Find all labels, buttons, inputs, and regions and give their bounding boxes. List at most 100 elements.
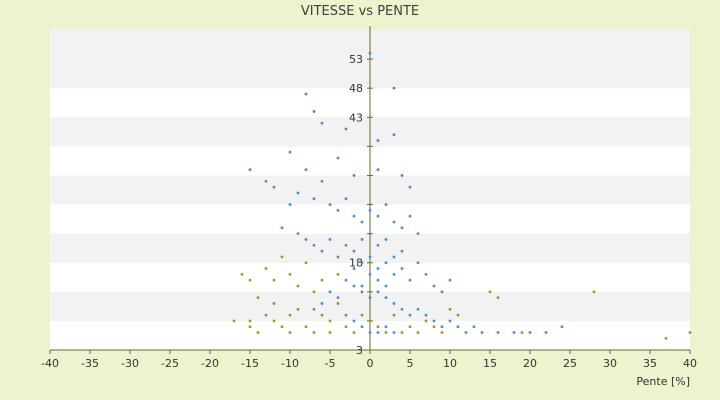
- point-secondary: [328, 331, 332, 334]
- point-secondary: [520, 331, 524, 334]
- point-main: [448, 278, 452, 282]
- point-main: [288, 203, 292, 206]
- point-main: [360, 238, 364, 241]
- point-main: [368, 331, 372, 334]
- point-main: [392, 86, 396, 90]
- y-ticks: 3 18 43 48 53: [349, 53, 373, 357]
- point-main: [352, 214, 356, 218]
- point-secondary: [352, 331, 356, 334]
- point-main: [384, 296, 388, 300]
- point-main: [376, 331, 380, 334]
- point-main: [336, 296, 340, 300]
- point-main: [512, 331, 516, 334]
- point-main: [304, 238, 308, 241]
- point-main: [352, 174, 356, 177]
- point-main: [368, 232, 372, 236]
- point-secondary: [360, 313, 364, 317]
- point-main: [384, 238, 388, 241]
- point-main: [440, 290, 444, 294]
- point-main: [320, 249, 324, 253]
- point-main: [400, 226, 404, 230]
- point-main: [264, 179, 268, 183]
- point-secondary: [272, 319, 276, 323]
- point-secondary: [688, 331, 692, 334]
- point-secondary: [344, 325, 348, 329]
- point-main: [352, 319, 356, 323]
- point-secondary: [304, 325, 308, 329]
- point-main: [328, 203, 332, 206]
- point-main: [464, 331, 468, 334]
- point-main: [344, 127, 348, 131]
- point-main: [328, 290, 332, 294]
- point-main: [544, 331, 548, 334]
- point-main: [400, 267, 404, 270]
- point-secondary: [256, 296, 260, 300]
- point-main: [352, 249, 356, 253]
- point-main: [344, 197, 348, 201]
- point-secondary: [280, 255, 284, 259]
- point-main: [248, 168, 252, 172]
- point-secondary: [336, 272, 340, 276]
- point-main: [296, 232, 300, 236]
- point-main: [384, 284, 388, 288]
- point-main: [320, 302, 324, 305]
- point-secondary: [320, 278, 324, 282]
- point-main: [360, 284, 364, 288]
- point-main: [360, 325, 364, 329]
- point-main: [408, 278, 412, 282]
- y-tick-label: 48: [349, 82, 363, 95]
- point-main: [400, 174, 404, 177]
- point-main: [376, 290, 380, 294]
- point-main: [424, 313, 428, 317]
- point-main: [368, 296, 372, 300]
- point-main: [328, 238, 332, 241]
- point-secondary: [272, 302, 276, 305]
- x-tick-label: 30: [603, 357, 617, 370]
- point-main: [384, 261, 388, 265]
- point-main: [368, 272, 372, 276]
- point-main: [368, 208, 372, 212]
- point-secondary: [272, 278, 276, 282]
- point-main: [416, 261, 420, 265]
- point-secondary: [592, 290, 596, 294]
- point-main: [416, 307, 420, 311]
- point-main: [440, 325, 444, 329]
- point-secondary: [232, 319, 236, 323]
- point-secondary: [384, 331, 388, 334]
- point-main: [392, 133, 396, 137]
- point-main: [296, 191, 300, 195]
- point-main: [376, 168, 380, 172]
- point-main: [560, 325, 564, 329]
- x-ticks: -40 -35 -30 -25 -20 -15 -10 -5 0 5 10 15 20 25 30 35 40: [41, 350, 697, 370]
- point-main: [392, 302, 396, 305]
- data-points: [232, 51, 692, 340]
- point-main: [368, 255, 372, 259]
- point-main: [304, 92, 308, 96]
- point-secondary: [312, 290, 316, 294]
- point-main: [496, 331, 500, 334]
- point-secondary: [312, 331, 316, 334]
- x-tick-label: 0: [367, 357, 374, 370]
- point-main: [376, 214, 380, 218]
- point-secondary: [288, 313, 292, 317]
- point-main: [280, 226, 284, 230]
- point-secondary: [392, 313, 396, 317]
- point-main: [312, 243, 316, 247]
- point-main: [376, 243, 380, 247]
- x-tick-label: 35: [643, 357, 657, 370]
- x-tick-label: -35: [81, 357, 99, 370]
- point-main: [392, 331, 396, 334]
- point-secondary: [280, 325, 284, 329]
- point-main: [304, 168, 308, 172]
- x-tick-label: 20: [523, 357, 537, 370]
- point-secondary: [416, 331, 420, 334]
- x-tick-label: 10: [443, 357, 457, 370]
- point-main: [432, 319, 436, 323]
- point-secondary: [368, 319, 372, 323]
- point-secondary: [488, 290, 492, 294]
- point-main: [352, 267, 356, 270]
- point-secondary: [456, 313, 460, 317]
- point-secondary: [248, 325, 252, 329]
- point-main: [392, 255, 396, 259]
